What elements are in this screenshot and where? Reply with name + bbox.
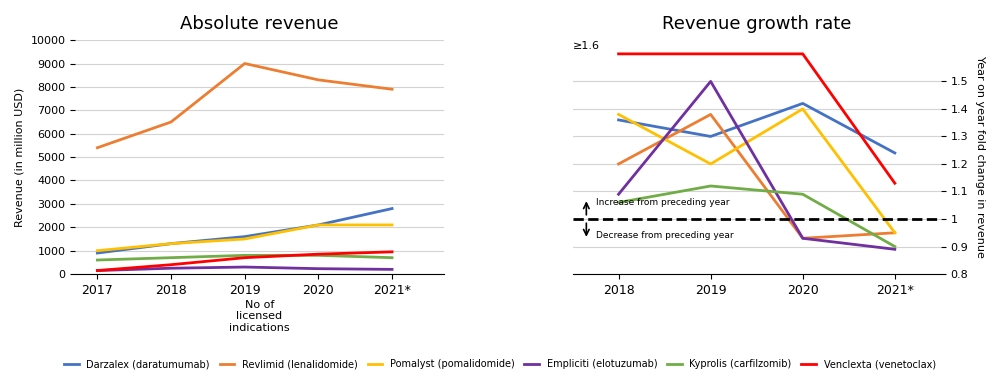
X-axis label: No of
licensed
indications: No of licensed indications xyxy=(229,299,290,333)
Title: Revenue growth rate: Revenue growth rate xyxy=(662,15,851,33)
Text: Decrease from preceding year: Decrease from preceding year xyxy=(596,231,733,240)
Text: 2: 2 xyxy=(0,377,1,378)
Text: 1: 1 xyxy=(0,377,1,378)
Text: 1: 1 xyxy=(0,377,1,378)
Text: 5: 5 xyxy=(0,377,1,378)
Text: ≥1.6: ≥1.6 xyxy=(573,41,600,51)
Text: 2: 2 xyxy=(0,377,1,378)
Text: Increase from preceding year: Increase from preceding year xyxy=(596,198,729,207)
Y-axis label: Revenue (in million USD): Revenue (in million USD) xyxy=(15,87,25,227)
Y-axis label: Year on year fold change in revenue: Year on year fold change in revenue xyxy=(975,56,985,258)
Title: Absolute revenue: Absolute revenue xyxy=(180,15,339,33)
Text: 1: 1 xyxy=(0,377,1,378)
Legend: Darzalex (daratumumab), Revlimid (lenalidomide), Pomalyst (pomalidomide), Emplic: Darzalex (daratumumab), Revlimid (lenali… xyxy=(60,355,940,373)
